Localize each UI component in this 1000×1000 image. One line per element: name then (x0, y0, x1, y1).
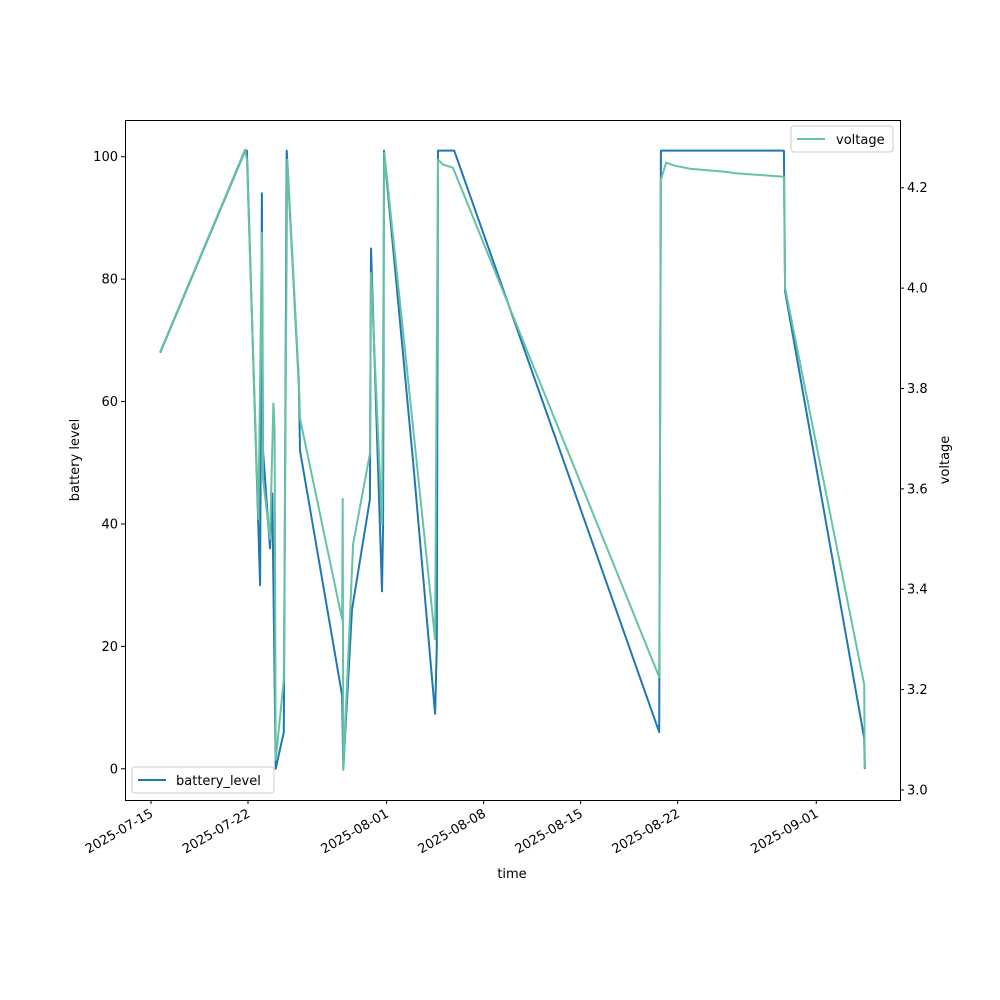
y2-tick-label: 4.2 (907, 181, 928, 196)
series-line-battery-level (159, 149, 866, 770)
legend-label-battery-level: battery_level (176, 774, 261, 789)
y-axis-label: battery level (68, 419, 83, 502)
y-tick-label: 100 (93, 150, 118, 165)
y2-tick-label: 3.4 (907, 583, 928, 598)
y2-tick-label: 3.2 (907, 683, 928, 698)
y-tick-label: 0 (110, 762, 118, 777)
y2-tick-label: 3.0 (907, 783, 928, 798)
y2-tick-label: 3.8 (907, 382, 928, 397)
x-axis-label: time (497, 867, 526, 882)
y-tick-label: 60 (101, 395, 118, 410)
y-tick-label: 80 (101, 273, 118, 288)
y-tick-label: 20 (101, 640, 118, 655)
y2-tick-label: 3.6 (907, 482, 928, 497)
legend-label-voltage: voltage (836, 133, 885, 148)
plot-frame (125, 120, 901, 801)
legend-battery-level: battery_level (131, 766, 275, 794)
y2-axis-label: voltage (938, 436, 953, 485)
y2-tick-label: 4.0 (907, 282, 928, 297)
legend-voltage: voltage (790, 125, 894, 153)
series-line-voltage (159, 148, 866, 771)
y-tick-label: 40 (101, 517, 118, 532)
